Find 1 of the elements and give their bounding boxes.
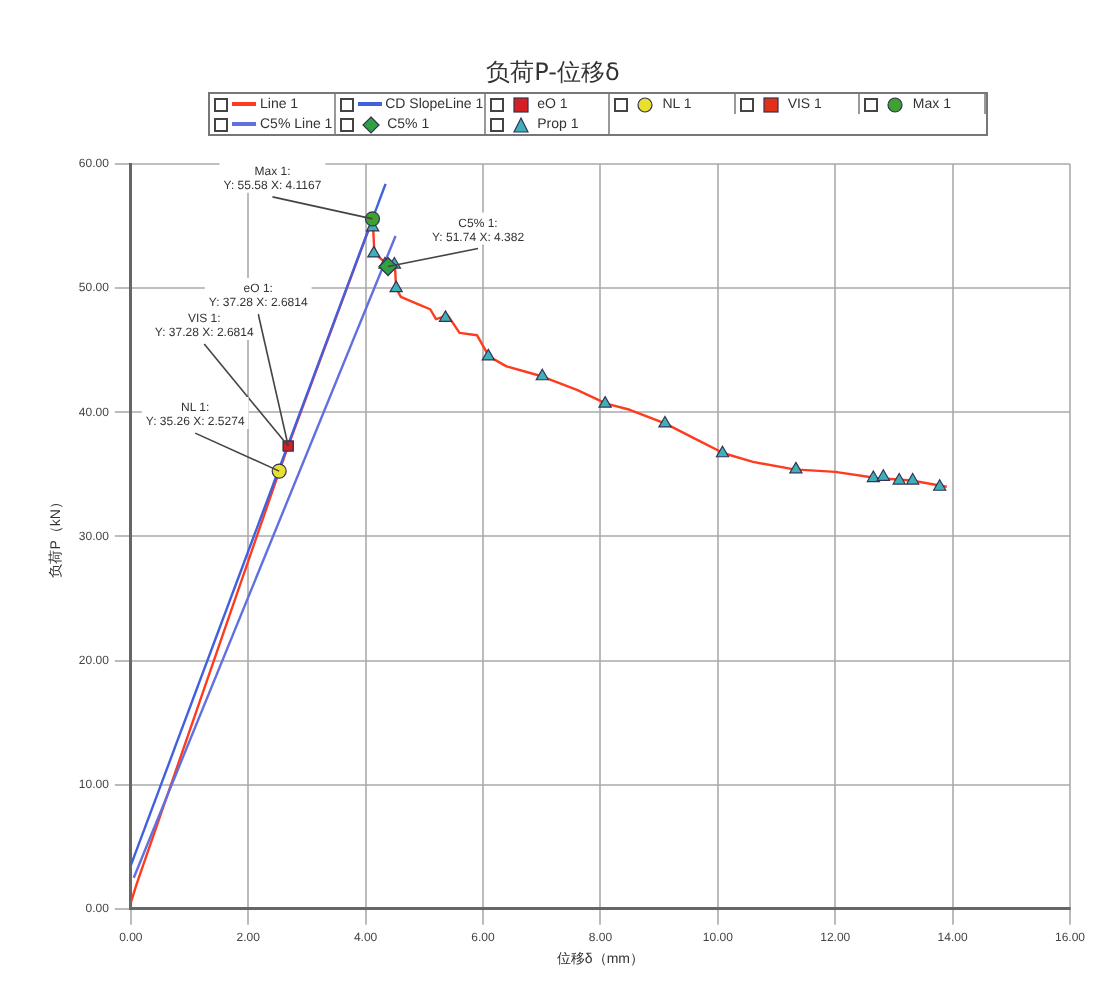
chart-title: 负荷P-位移δ xyxy=(484,56,622,90)
